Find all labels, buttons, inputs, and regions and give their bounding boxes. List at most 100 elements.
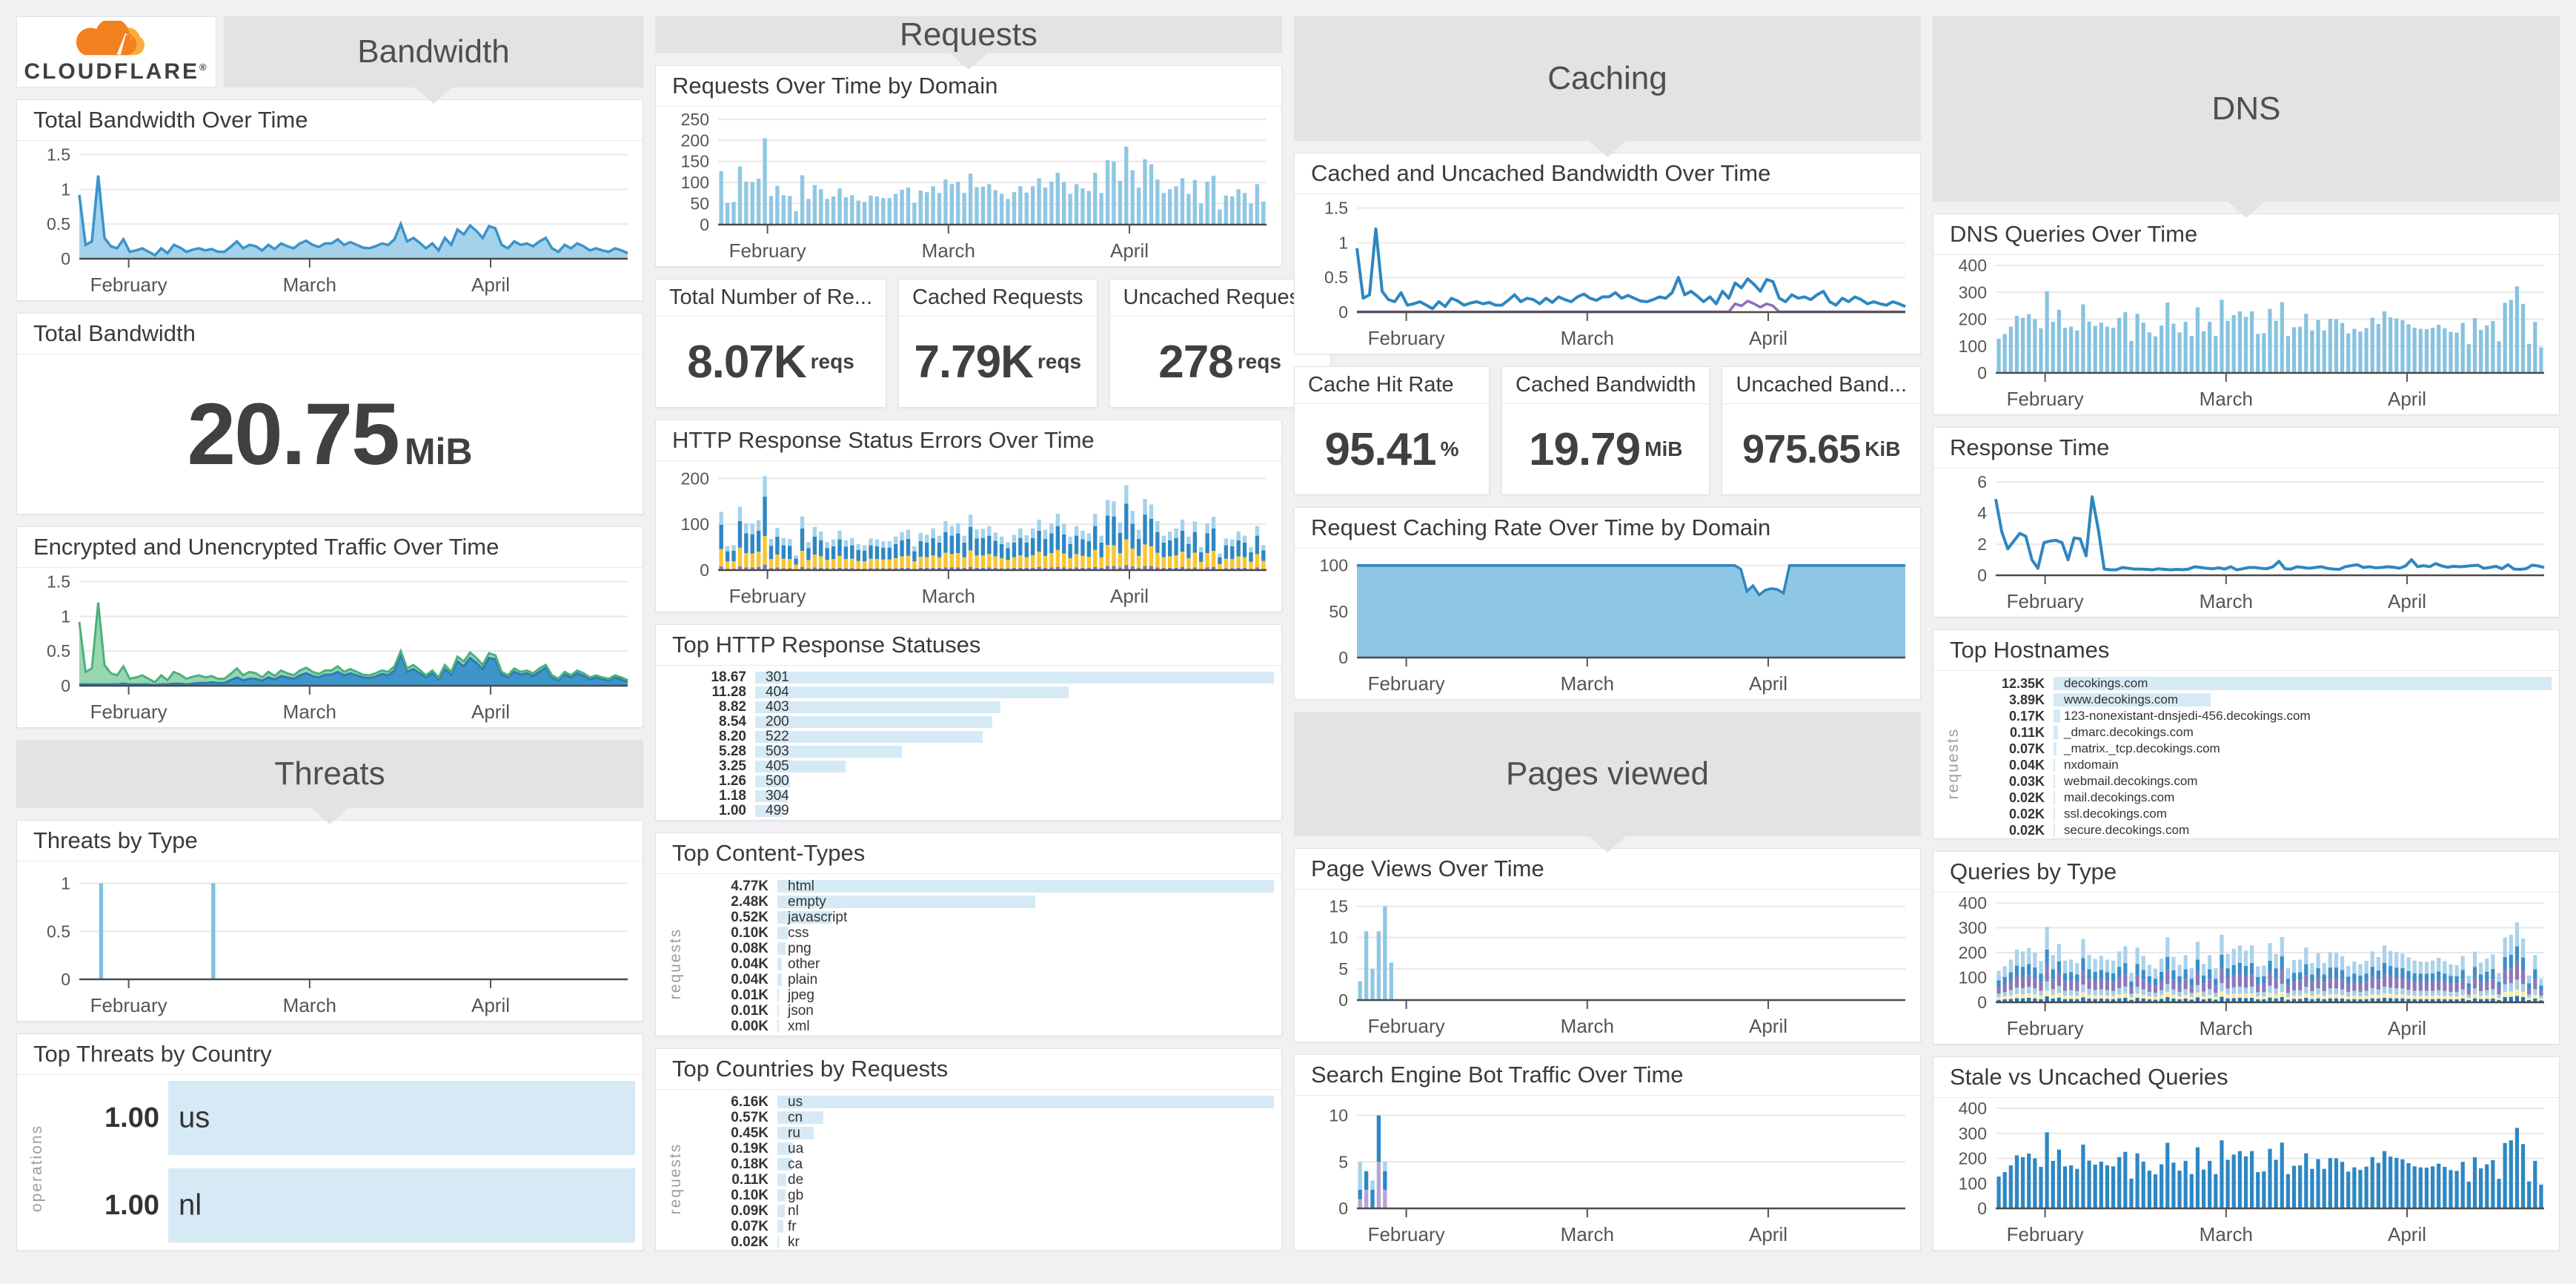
top_ctypes-row-jpeg[interactable]: 0.01K jpeg <box>688 987 1274 1003</box>
top_ctypes-row-css[interactable]: 0.10K css <box>688 925 1274 941</box>
top_countries-row-ua[interactable]: 0.19K ua <box>688 1141 1274 1156</box>
top_countries-row-kr[interactable]: 0.02K kr <box>688 1234 1274 1250</box>
top_countries-row-fr[interactable]: 0.07K fr <box>688 1219 1274 1234</box>
top_ctypes-row-png[interactable]: 0.08K png <box>688 941 1274 956</box>
top_statuses-row-500[interactable]: 1.26 500 <box>666 773 1274 789</box>
row-bar-zone: 403 <box>755 699 1274 715</box>
top_countries-row-us[interactable]: 6.16K us <box>688 1094 1274 1110</box>
panel-title[interactable]: Top Content-Types <box>656 833 1281 874</box>
top_ctypes-row-other[interactable]: 0.04K other <box>688 956 1274 972</box>
http-errors-chart[interactable]: 0 100 200 February March April <box>656 461 1281 612</box>
response-time-chart[interactable]: 0 2 4 6 February March April <box>1933 469 2559 617</box>
top_hostnames-row-www.decokings.com[interactable]: 3.89K www.decokings.com <box>1966 692 2552 708</box>
panel-title[interactable]: Total Bandwidth <box>17 314 643 354</box>
top_ctypes-row-empty[interactable]: 2.48K empty <box>688 894 1274 910</box>
stat-title[interactable]: Uncached Requests <box>1109 279 1330 317</box>
bot-traffic-chart[interactable]: 0 5 10 February March April <box>1295 1096 1920 1250</box>
top_threats-row-us[interactable]: 1.00 us <box>50 1079 635 1156</box>
section-header-threats[interactable]: Threats <box>16 740 643 808</box>
stat-title[interactable]: Total Number of Re... <box>656 279 886 317</box>
panel-title[interactable]: Stale vs Uncached Queries <box>1933 1057 2559 1098</box>
panel-title[interactable]: Cached and Uncached Bandwidth Over Time <box>1295 153 1920 194</box>
panel-title[interactable]: Threats by Type <box>17 821 643 861</box>
top_ctypes-row-javascript[interactable]: 0.52K javascript <box>688 910 1274 925</box>
top_countries-row-gb[interactable]: 0.10K gb <box>688 1188 1274 1203</box>
section-header-dns[interactable]: DNS <box>1933 16 2560 202</box>
cloudflare-logo[interactable]: CLOUDFLARE® <box>16 16 216 87</box>
encrypted-unencrypted-chart[interactable]: 0 0.5 1 1.5 February March April <box>17 568 643 727</box>
total-bandwidth-over-time-chart[interactable]: 0 0.5 1 1.5 February March April <box>17 141 643 300</box>
top_statuses-row-403[interactable]: 8.82 403 <box>666 699 1274 715</box>
top_ctypes-row-html[interactable]: 4.77K html <box>688 878 1274 894</box>
top_countries-row-nl[interactable]: 0.09K nl <box>688 1203 1274 1219</box>
threats-by-type-chart[interactable]: 0 0.5 1 February March April <box>17 861 643 1021</box>
dns-queries-chart[interactable]: 0 100 200 300 400 February March April <box>1933 255 2559 414</box>
top_statuses-row-499[interactable]: 1.00 499 <box>666 803 1274 818</box>
top_ctypes-row-plain[interactable]: 0.04K plain <box>688 972 1274 987</box>
row-bar <box>2054 677 2552 690</box>
top-content-types-list[interactable]: requests 4.77K html 2.48K empty 0.52K javascri… <box>656 874 1281 1036</box>
section-header-requests[interactable]: Requests <box>655 16 1282 53</box>
top_statuses-row-503[interactable]: 5.28 503 <box>666 744 1274 759</box>
stat-title[interactable]: Uncached Band... <box>1722 367 1920 404</box>
top_ctypes-row-json[interactable]: 0.01K json <box>688 1003 1274 1019</box>
svg-text:5: 5 <box>1338 1152 1348 1171</box>
top_statuses-row-404[interactable]: 11.28 404 <box>666 684 1274 700</box>
panel-title[interactable]: Page Views Over Time <box>1295 849 1920 890</box>
panel-title[interactable]: Response Time <box>1933 428 2559 469</box>
top-statuses-list[interactable]: 18.67 301 11.28 404 8.82 403 8.54 200 8.20 522 5.2… <box>656 666 1281 820</box>
top_threats-row-nl[interactable]: 1.00 nl <box>50 1167 635 1244</box>
top_hostnames-row-123-nonexistant-dnsjedi-456.decokings.com[interactable]: 0.17K 123-nonexistant-dnsjedi-456.decokin… <box>1966 708 2552 724</box>
caching-rate-chart[interactable]: 0 50 100 February March April <box>1295 549 1920 699</box>
panel-title[interactable]: Top HTTP Response Statuses <box>656 625 1281 666</box>
panel-dns-queries: DNS Queries Over Time 0 100 200 300 400 Febru… <box>1933 214 2560 415</box>
top_countries-row-cn[interactable]: 0.57K cn <box>688 1110 1274 1125</box>
stale-uncached-chart[interactable]: 0 100 200 300 400 February March April <box>1933 1098 2559 1250</box>
top_statuses-row-301[interactable]: 18.67 301 <box>666 669 1274 685</box>
row-bar <box>777 989 780 1002</box>
stat-value: 95.41 <box>1324 423 1436 475</box>
panel-title[interactable]: Request Caching Rate Over Time by Domain <box>1295 508 1920 549</box>
section-header-pages-viewed[interactable]: Pages viewed <box>1294 712 1921 836</box>
top_countries-row-ru[interactable]: 0.45K ru <box>688 1125 1274 1141</box>
top_hostnames-row-secure.decokings.com[interactable]: 0.02K secure.decokings.com <box>1966 822 2552 838</box>
section-header-bandwidth[interactable]: Bandwidth <box>224 16 643 87</box>
panel-title[interactable]: Search Engine Bot Traffic Over Time <box>1295 1055 1920 1096</box>
top_statuses-row-304[interactable]: 1.18 304 <box>666 788 1274 804</box>
top_hostnames-row-_dmarc.decokings.com[interactable]: 0.11K _dmarc.decokings.com <box>1966 724 2552 741</box>
cached-uncached-bandwidth-chart[interactable]: 0 0.5 1 1.5 February March April <box>1295 194 1920 354</box>
row-value: 0.04K <box>731 971 769 987</box>
stat-title[interactable]: Cache Hit Rate <box>1295 367 1489 404</box>
top_hostnames-row-mail.decokings.com[interactable]: 0.02K mail.decokings.com <box>1966 790 2552 806</box>
section-header-caching[interactable]: Caching <box>1294 16 1921 141</box>
top_hostnames-row-webmail.decokings.com[interactable]: 0.03K webmail.decokings.com <box>1966 773 2552 790</box>
top-countries-list[interactable]: requests 6.16K us 0.57K cn 0.45K ru 0.19K ua 0.18… <box>656 1090 1281 1250</box>
panel-title[interactable]: DNS Queries Over Time <box>1933 214 2559 255</box>
queries-by-type-chart[interactable]: 0 100 200 300 400 February March April <box>1933 893 2559 1044</box>
stat-title[interactable]: Cached Requests <box>899 279 1097 317</box>
top_statuses-row-522[interactable]: 8.20 522 <box>666 729 1274 744</box>
stat-title[interactable]: Cached Bandwidth <box>1502 367 1710 404</box>
top_countries-row-de[interactable]: 0.11K de <box>688 1172 1274 1188</box>
top_ctypes-row-xml[interactable]: 0.00K xml <box>688 1019 1274 1034</box>
row-value: 0.11K <box>2009 724 2045 740</box>
top_hostnames-row-nxdomain[interactable]: 0.04K nxdomain <box>1966 757 2552 773</box>
requests-over-time-chart[interactable]: 0 50 100 150 200 250 February March April <box>656 107 1281 266</box>
top_hostnames-row-ssl.decokings.com[interactable]: 0.02K ssl.decokings.com <box>1966 806 2552 822</box>
top-threats-country-list[interactable]: operations 1.00 us 1.00 nl <box>17 1075 643 1250</box>
top_hostnames-row-_matrix._tcp.decokings.com[interactable]: 0.07K _matrix._tcp.decokings.com <box>1966 741 2552 757</box>
panel-title[interactable]: Top Countries by Requests <box>656 1049 1281 1090</box>
page-views-chart[interactable]: 0 5 10 15 February March April <box>1295 890 1920 1042</box>
top_statuses-row-200[interactable]: 8.54 200 <box>666 714 1274 729</box>
panel-title[interactable]: Requests Over Time by Domain <box>656 66 1281 107</box>
top_hostnames-row-decokings.com[interactable]: 12.35K decokings.com <box>1966 675 2552 692</box>
top_countries-row-ca[interactable]: 0.18K ca <box>688 1156 1274 1172</box>
top-hostnames-list[interactable]: requests 12.35K decokings.com 3.89K www.deco… <box>1933 671 2559 838</box>
panel-title[interactable]: Encrypted and Unencrypted Traffic Over T… <box>17 527 643 568</box>
panel-title[interactable]: Total Bandwidth Over Time <box>17 100 643 141</box>
top_statuses-row-405[interactable]: 3.25 405 <box>666 758 1274 774</box>
panel-title[interactable]: Queries by Type <box>1933 852 2559 893</box>
panel-title[interactable]: Top Threats by Country <box>17 1034 643 1075</box>
panel-title[interactable]: HTTP Response Status Errors Over Time <box>656 420 1281 461</box>
panel-title[interactable]: Top Hostnames <box>1933 630 2559 671</box>
